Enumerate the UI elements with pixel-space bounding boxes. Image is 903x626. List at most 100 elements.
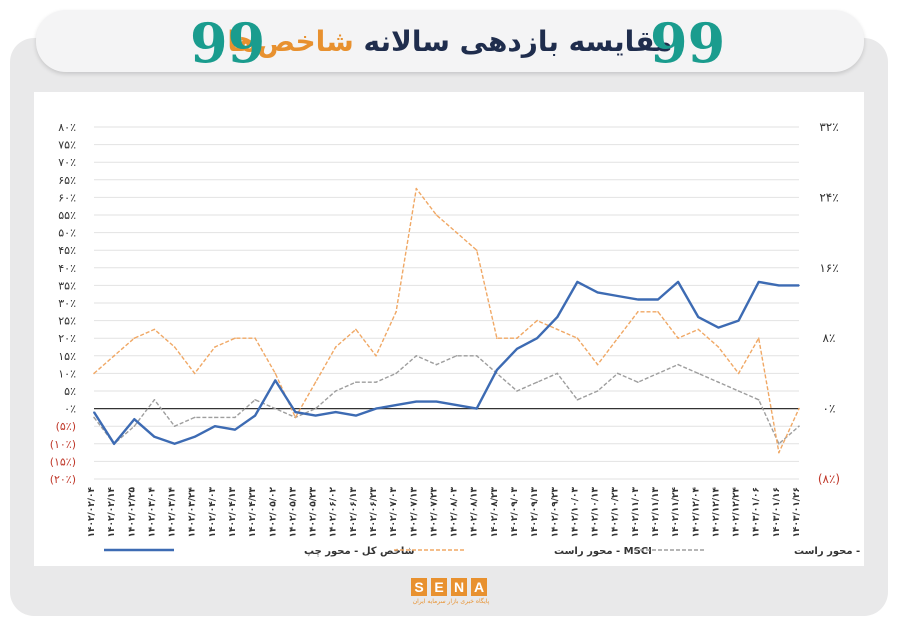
x-axis-tick-label: ۱۴۰۲/۱۰/۱۳ xyxy=(591,487,601,538)
x-axis-tick-label: ۱۴۰۲/۰۸/۲۳ xyxy=(490,487,500,538)
right-axis-tick-label: ۰٪ xyxy=(823,402,836,416)
logo-letter: N xyxy=(451,578,467,596)
x-axis-tick-label: ۱۴۰۲/۰۵/۰۲ xyxy=(268,487,278,538)
series-line-0 xyxy=(92,280,799,445)
x-axis-tick-label: ۱۴۰۲/۱۲/۰۴ xyxy=(691,487,701,538)
logo-letter: S xyxy=(411,578,427,596)
series-point-0 xyxy=(556,316,559,318)
series-point-2 xyxy=(556,372,559,375)
series-point-0 xyxy=(214,425,216,428)
series-point-1 xyxy=(697,328,700,331)
left-axis-tick-label: ۵۵٪ xyxy=(58,209,76,222)
series-point-1 xyxy=(778,451,780,454)
series-point-2 xyxy=(757,399,760,401)
series-point-1 xyxy=(93,372,95,375)
series-point-1 xyxy=(496,337,498,339)
series-point-2 xyxy=(536,381,538,384)
series-point-0 xyxy=(314,414,317,417)
series-point-2 xyxy=(193,416,196,419)
right-axis-tick-label: ۲۴٪ xyxy=(819,190,838,204)
series-point-1 xyxy=(798,407,800,410)
left-axis-tick-label: ۳۵٪ xyxy=(58,279,76,292)
series-point-2 xyxy=(798,425,800,428)
series-point-0 xyxy=(133,418,136,420)
x-axis-tick-label: ۱۴۰۲/۰۵/۱۳ xyxy=(288,487,298,538)
left-axis-tick-label: ۴۰٪ xyxy=(58,262,76,275)
x-axis-tick-label: ۱۴۰۲/۱۱/۲۴ xyxy=(671,487,681,538)
x-axis-tick-label: ۱۴۰۲/۰۵/۲۳ xyxy=(309,487,319,538)
series-point-2 xyxy=(334,390,337,392)
x-axis-tick-label: ۱۴۰۳/۰۱/۱۶ xyxy=(772,487,782,538)
series-point-1 xyxy=(596,363,599,366)
left-axis-tick-label: ۷۵٪ xyxy=(58,139,76,152)
left-axis-tick-label: ۶۰٪ xyxy=(58,191,76,204)
series-point-1 xyxy=(616,337,619,339)
left-axis-tick-label: (۱۰٪) xyxy=(50,438,76,451)
series-point-1 xyxy=(355,328,357,331)
series-point-1 xyxy=(677,337,679,339)
left-axis-tick-label: (۵٪) xyxy=(56,420,76,433)
series-point-1 xyxy=(717,346,720,348)
series-point-2 xyxy=(455,355,458,357)
series-point-1 xyxy=(274,372,277,375)
x-axis-tick-label: ۱۴۰۲/۰۶/۰۲ xyxy=(329,487,339,538)
series-point-0 xyxy=(234,428,236,431)
series-point-0 xyxy=(153,435,156,438)
series-point-1 xyxy=(556,328,559,331)
series-point-1 xyxy=(214,346,216,348)
series-point-0 xyxy=(375,407,377,410)
series-point-0 xyxy=(435,400,438,403)
x-axis-tick-label: ۱۴۰۲/۰۹/۰۳ xyxy=(510,487,520,538)
series-point-0 xyxy=(778,284,780,287)
series-point-2 xyxy=(375,381,377,384)
x-axis-tick-label: ۱۴۰۲/۰۲/۲۵ xyxy=(127,487,137,538)
x-axis-tick-label: ۱۴۰۲/۰۲/۱۴ xyxy=(107,487,117,538)
series-line-2 xyxy=(93,355,800,445)
x-axis-tick-label: ۱۴۰۳/۰۱/۲۶ xyxy=(792,487,802,538)
series-point-2 xyxy=(254,399,256,401)
right-axis-tick-label: ۸٪ xyxy=(823,331,836,345)
x-axis-tick-label: ۱۴۰۲/۰۷/۱۳ xyxy=(409,487,419,538)
x-axis-tick-label: ۱۴۰۲/۰۸/۰۳ xyxy=(450,487,460,538)
series-point-0 xyxy=(637,298,639,301)
series-point-1 xyxy=(314,381,317,384)
series-point-0 xyxy=(415,400,418,403)
right-axis-tick-label: ۱۶٪ xyxy=(819,261,838,275)
series-point-2 xyxy=(214,416,216,419)
series-point-0 xyxy=(455,404,458,406)
series-point-2 xyxy=(395,372,397,375)
series-point-1 xyxy=(536,319,538,322)
x-axis-tick-label: ۱۴۰۲/۱۲/۲۴ xyxy=(732,487,742,538)
chart-card: ۸۰٪ ۷۵٪ ۷۰٪ ۶۵٪ ۶۰٪ ۵۵٪ ۵۰٪ ۴۵٪ ۴۰٪ ۳۵٪ ۳۰٪ ۲۵٪ ۲۰٪ ۱… xyxy=(34,92,903,566)
x-axis-tick-label: ۱۴۰۲/۰۴/۱۳ xyxy=(228,487,238,538)
series-point-2 xyxy=(475,355,478,357)
x-axis-tick-label: ۱۴۰۲/۱۱/۱۳ xyxy=(651,487,661,538)
series-point-0 xyxy=(355,414,357,417)
series-point-2 xyxy=(637,381,639,384)
series-point-2 xyxy=(435,363,438,366)
left-axis-tick-label: ۰٪ xyxy=(64,403,76,416)
series-point-1 xyxy=(375,355,377,357)
series-point-0 xyxy=(757,281,760,283)
logo-letter: E xyxy=(431,578,447,596)
series-point-1 xyxy=(153,328,156,331)
series-point-1 xyxy=(757,337,760,339)
series-point-0 xyxy=(274,379,277,382)
series-point-0 xyxy=(697,316,700,318)
series-point-2 xyxy=(697,372,700,375)
series-point-0 xyxy=(475,407,478,410)
series-point-0 xyxy=(576,281,579,283)
legend-label: شاخص کل - محور چپ xyxy=(304,546,415,557)
series-point-1 xyxy=(455,231,458,234)
chart: ۸۰٪ ۷۵٪ ۷۰٪ ۶۵٪ ۶۰٪ ۵۵٪ ۵۰٪ ۴۵٪ ۴۰٪ ۳۵٪ ۳۰٪ ۲۵٪ ۲۰٪ ۱… xyxy=(50,120,903,557)
logo-subtitle: پایگاه خبری بازار سرمایه ایران xyxy=(412,598,490,605)
left-axis-tick-label: ۲۰٪ xyxy=(58,332,76,345)
series-point-2 xyxy=(173,425,176,428)
series-point-1 xyxy=(113,355,115,357)
series-point-0 xyxy=(173,443,176,445)
series-point-2 xyxy=(314,407,317,410)
x-axis-tick-label: ۱۴۰۲/۰۸/۱۳ xyxy=(470,487,480,538)
series-point-0 xyxy=(254,414,256,417)
left-axis-tick-label: ۵۰٪ xyxy=(58,227,76,240)
legend-label: COMCEC - محور راست xyxy=(794,546,864,557)
